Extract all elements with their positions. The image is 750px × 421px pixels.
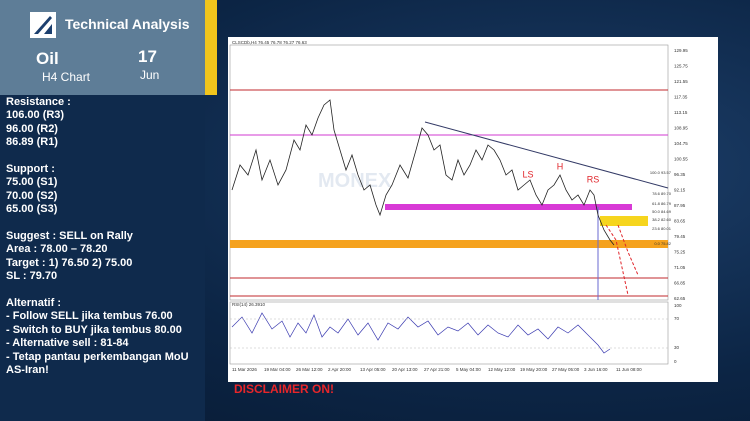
date-month: Jun [140, 68, 160, 82]
header-title: Technical Analysis [65, 16, 190, 32]
price-chart: CLSCDb,H4 76.45 76.78 76.27 76.63 MONEX … [229, 40, 688, 372]
instrument: Oil [36, 49, 59, 68]
price-axis-label: 121.55 [674, 79, 688, 84]
pattern-label: LS [522, 169, 533, 179]
date-label: 13 Apr 05:00 [360, 367, 386, 372]
resistance-level: 106.00 (R3) [6, 109, 65, 122]
fib-level: 78.6 89.70 [652, 191, 672, 196]
date-label: 19 May 20:00 [520, 367, 548, 372]
date-label: 27 Apr 21:00 [424, 367, 450, 372]
price-axis-label: 129.95 [674, 48, 688, 53]
indicator-label: RSI(14) 26.3910 [232, 302, 266, 307]
pattern-label: H [557, 161, 564, 171]
price-axis-label: 75.25 [674, 250, 686, 255]
disclaimer: DISCLAIMER ON! [234, 382, 334, 396]
analysis-text: Resistance : 106.00 (R3) 96.00 (R2) 86.8… [6, 96, 204, 377]
suggest-line: SL : 79.70 [6, 270, 58, 283]
alternatif-item: - Tetap pantau perkembangan MoU AS-Iran! [6, 350, 189, 377]
price-axis-label: 108.95 [674, 126, 688, 131]
price-axis-label: 87.95 [674, 203, 686, 208]
price-axis-label: 125.75 [674, 64, 688, 69]
resistance-heading: Resistance : [6, 96, 71, 108]
price-axis-label: 113.15 [674, 110, 688, 115]
side-panel: Technical Analysis Oil H4 Chart 17 Jun R… [0, 0, 205, 421]
price-axis-label: 62.65 [674, 296, 686, 301]
date-label: 5 May 04:00 [456, 367, 481, 372]
alternatif-item: - Alternative sell : 81-84 [6, 337, 129, 350]
date-label: 2 Apr 20:00 [328, 367, 352, 372]
rsi-axis-label: 70 [674, 316, 680, 321]
date-label: 27 May 05:00 [552, 367, 580, 372]
alternatif-heading: Alternatif : [6, 297, 61, 310]
price-axis-label: 79.45 [674, 234, 686, 239]
fib-level: 100.0 93.57 [650, 170, 672, 175]
resistance-level: 96.00 (R2) [6, 122, 58, 135]
support-heading: Support : [6, 163, 55, 176]
suggest-line: Target : 1) 76.50 2) 75.00 [6, 256, 133, 269]
header: Technical Analysis Oil H4 Chart 17 Jun [0, 0, 205, 95]
price-axis-label: 92.15 [674, 188, 686, 193]
price-axis-label: 96.35 [674, 172, 686, 177]
price-axis-label: 100.55 [674, 157, 688, 162]
suggest-heading: Suggest : SELL on Rally [6, 230, 133, 243]
fib-level: 50.0 84.69 [652, 209, 672, 214]
watermark: MONEX [318, 170, 392, 192]
fib-level: 61.8 86.79 [652, 201, 672, 206]
fib-level: 23.6 80.01 [652, 226, 672, 231]
date-label: 19 Mar 04:00 [264, 367, 291, 372]
support-level: 70.00 (S2) [6, 189, 58, 202]
date-label: 3 Jun 16:00 [584, 367, 608, 372]
support-level: 75.00 (S1) [6, 176, 58, 189]
timeframe: H4 Chart [42, 70, 91, 84]
date-day: 17 [138, 47, 157, 66]
date-label: 26 Mar 12:00 [296, 367, 323, 372]
accent-strip [205, 0, 217, 95]
fib-level: 0.0 75.82 [654, 241, 671, 246]
chart-image: CLSCDb,H4 76.45 76.78 76.27 76.63 MONEX … [228, 37, 718, 382]
resistance-level: 86.89 (R1) [6, 136, 58, 149]
rsi-axis-label: 0 [674, 359, 677, 364]
pattern-label: RS [587, 174, 600, 184]
price-axis-label: 117.35 [674, 95, 688, 100]
symbol-line: CLSCDb,H4 76.45 76.78 76.27 76.63 [232, 40, 307, 45]
date-label: 12 May 12:00 [488, 367, 516, 372]
alternatif-item: - Switch to BUY jika tembus 80.00 [6, 323, 182, 336]
price-axis-label: 104.75 [674, 141, 688, 146]
date-label: 11 Mar 2026 [232, 367, 257, 372]
date-label: 11 Jun 08:00 [616, 367, 642, 372]
price-axis-label: 71.05 [674, 265, 686, 270]
price-axis-label: 66.85 [674, 281, 686, 286]
price-axis-label: 83.65 [674, 219, 686, 224]
fib-level: 38.2 82.60 [652, 217, 672, 222]
rsi-axis-label: 30 [674, 345, 680, 350]
logo [30, 12, 56, 38]
suggest-line: Area : 78.00 – 78.20 [6, 243, 108, 256]
rsi-axis-label: 100 [674, 303, 682, 308]
date-label: 20 Apr 13:00 [392, 367, 418, 372]
support-level: 65.00 (S3) [6, 203, 58, 216]
alternatif-item: - Follow SELL jika tembus 76.00 [6, 310, 173, 323]
